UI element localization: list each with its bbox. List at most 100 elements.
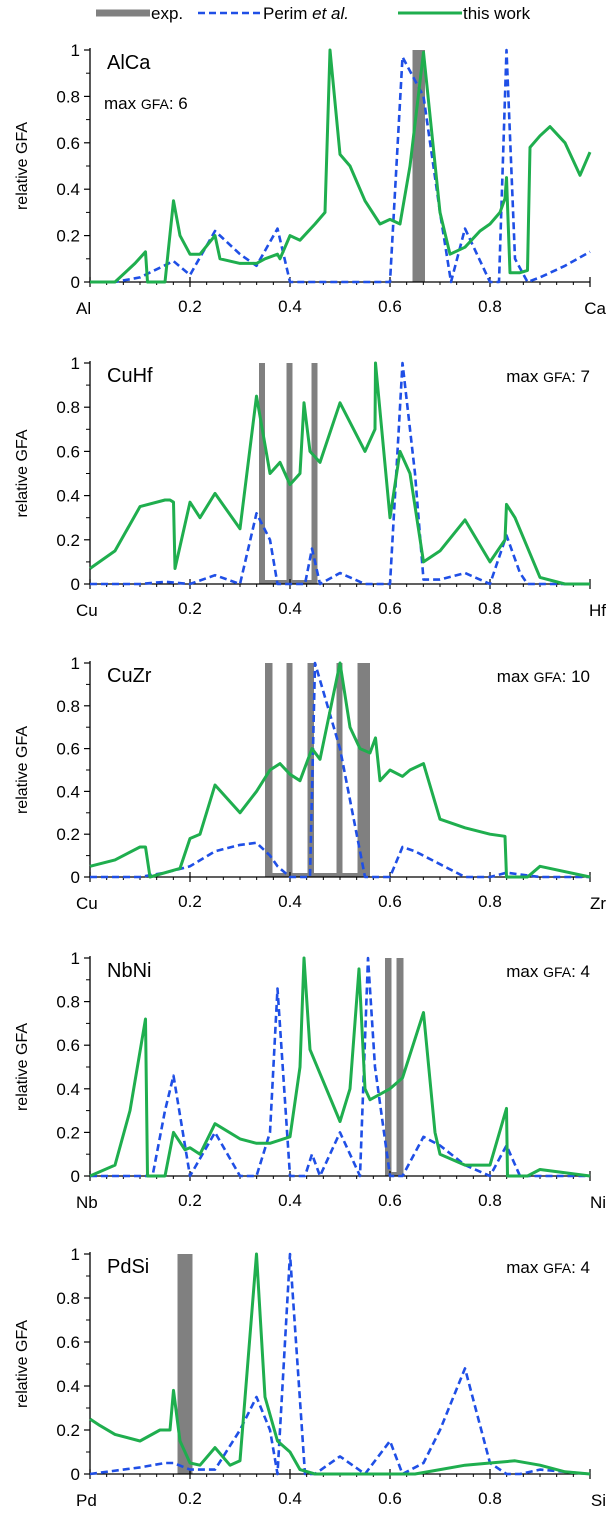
y-tick-label: 1 (71, 41, 80, 60)
legend: exp. Perim et al. this work (96, 4, 531, 23)
y-tick-label: 0.6 (56, 134, 80, 153)
legend-label-perim: Perim et al. (263, 4, 349, 23)
y-tick-label: 0.4 (56, 1080, 80, 1099)
series-this-work-line (89, 956, 591, 1178)
max-gfa-text: max GFA: 4 (506, 962, 590, 981)
max-gfa-part: : 4 (571, 1258, 590, 1277)
y-tick-label: 0.8 (56, 1289, 80, 1308)
x-end-label-left: Nb (76, 1193, 98, 1212)
series-perim-line (90, 48, 591, 284)
y-tick-label: 0.2 (56, 1123, 80, 1142)
x-tick-label: 0.6 (378, 1191, 402, 1210)
exp-bar (396, 958, 404, 1176)
y-tick-label: 0.6 (56, 1333, 80, 1352)
max-gfa-text: max GFA: 7 (506, 367, 590, 386)
exp-bar-base (265, 873, 370, 877)
exp-bars (177, 1254, 193, 1474)
x-tick-label: 0.4 (278, 1191, 302, 1210)
y-tick-label: 1 (71, 1245, 80, 1264)
max-gfa-part: max (506, 962, 543, 981)
x-tick-label: 0.6 (378, 892, 402, 911)
y-tick-label: 0 (71, 1167, 80, 1186)
max-gfa-part: max (497, 667, 534, 686)
max-gfa-part: max (104, 94, 141, 113)
x-end-label-left: Al (76, 299, 91, 318)
panel-label: NbNi (107, 960, 151, 982)
x-tick-label: 0.6 (378, 599, 402, 618)
max-gfa-part: max (506, 367, 543, 386)
y-tick-label: 0.2 (56, 825, 80, 844)
x-end-label-right: Ca (584, 299, 606, 318)
x-tick-label: 0.8 (478, 599, 502, 618)
y-axis-label: relative GFA (14, 1320, 31, 1408)
y-tick-label: 0.8 (56, 398, 80, 417)
y-tick-label: 0.8 (56, 993, 80, 1012)
max-gfa-part: GFA (543, 964, 572, 980)
series-this-work-line (89, 361, 590, 586)
y-tick-label: 0.8 (56, 87, 80, 106)
x-tick-label: 0.6 (378, 1489, 402, 1508)
legend-item-perim: Perim et al. (198, 4, 349, 23)
x-end-label-right: Hf (589, 601, 606, 620)
x-tick-label: 0.2 (178, 892, 202, 911)
max-gfa-text: max GFA: 10 (497, 667, 590, 686)
x-tick-label: 0.8 (478, 1489, 502, 1508)
max-gfa-part: : 7 (571, 367, 590, 386)
panel-label: PdSi (107, 1256, 149, 1278)
max-gfa-part: max (506, 1258, 543, 1277)
series-perim-line (90, 956, 590, 1178)
legend-label-part: Perim (263, 4, 312, 23)
y-tick-label: 0.4 (56, 782, 80, 801)
x-end-label-left: Pd (76, 1491, 97, 1510)
x-tick-label: 0.8 (478, 892, 502, 911)
y-tick-label: 0 (71, 1465, 80, 1484)
exp-bar-base (385, 1172, 404, 1176)
exp-bar-base (259, 580, 318, 584)
max-gfa-part: : 10 (562, 667, 590, 686)
y-tick-label: 0.2 (56, 531, 80, 550)
y-tick-label: 0 (71, 868, 80, 887)
y-tick-label: 0.6 (56, 442, 80, 461)
panel-label: CuHf (107, 365, 153, 387)
x-tick-label: 0.2 (178, 297, 202, 316)
panel-label: CuZr (107, 665, 152, 687)
y-tick-label: 0.6 (56, 740, 80, 759)
panel-label: AlCa (107, 52, 151, 74)
x-end-label-left: Cu (76, 601, 98, 620)
x-tick-label: 0.4 (278, 892, 302, 911)
exp-bar (307, 663, 314, 877)
exp-bars (265, 663, 370, 877)
exp-bars (385, 958, 404, 1176)
y-tick-label: 0.4 (56, 180, 80, 199)
x-end-label-right: Si (591, 1491, 606, 1510)
exp-bar (286, 663, 293, 877)
legend-label-this: this work (463, 4, 531, 23)
exp-bar (177, 1254, 193, 1474)
y-tick-label: 0.4 (56, 487, 80, 506)
max-gfa-part: GFA (534, 669, 563, 685)
series-perim-line (90, 361, 590, 586)
x-end-label-right: Ni (590, 1193, 606, 1212)
y-tick-label: 0 (71, 575, 80, 594)
exp-bars (259, 363, 318, 584)
legend-item-exp: exp. (96, 4, 183, 23)
series-perim-line (90, 661, 590, 879)
x-tick-label: 0.6 (378, 297, 402, 316)
series-this-work-line (89, 661, 591, 879)
x-tick-label: 0.2 (178, 599, 202, 618)
series-perim-line (89, 1252, 591, 1476)
y-axis-label: relative GFA (14, 1023, 31, 1111)
max-gfa-text: max GFA: 4 (506, 1258, 590, 1277)
exp-bar (385, 958, 392, 1176)
series-this-work-line (89, 1252, 591, 1476)
series-this-work-line (90, 48, 592, 284)
x-tick-label: 0.2 (178, 1489, 202, 1508)
